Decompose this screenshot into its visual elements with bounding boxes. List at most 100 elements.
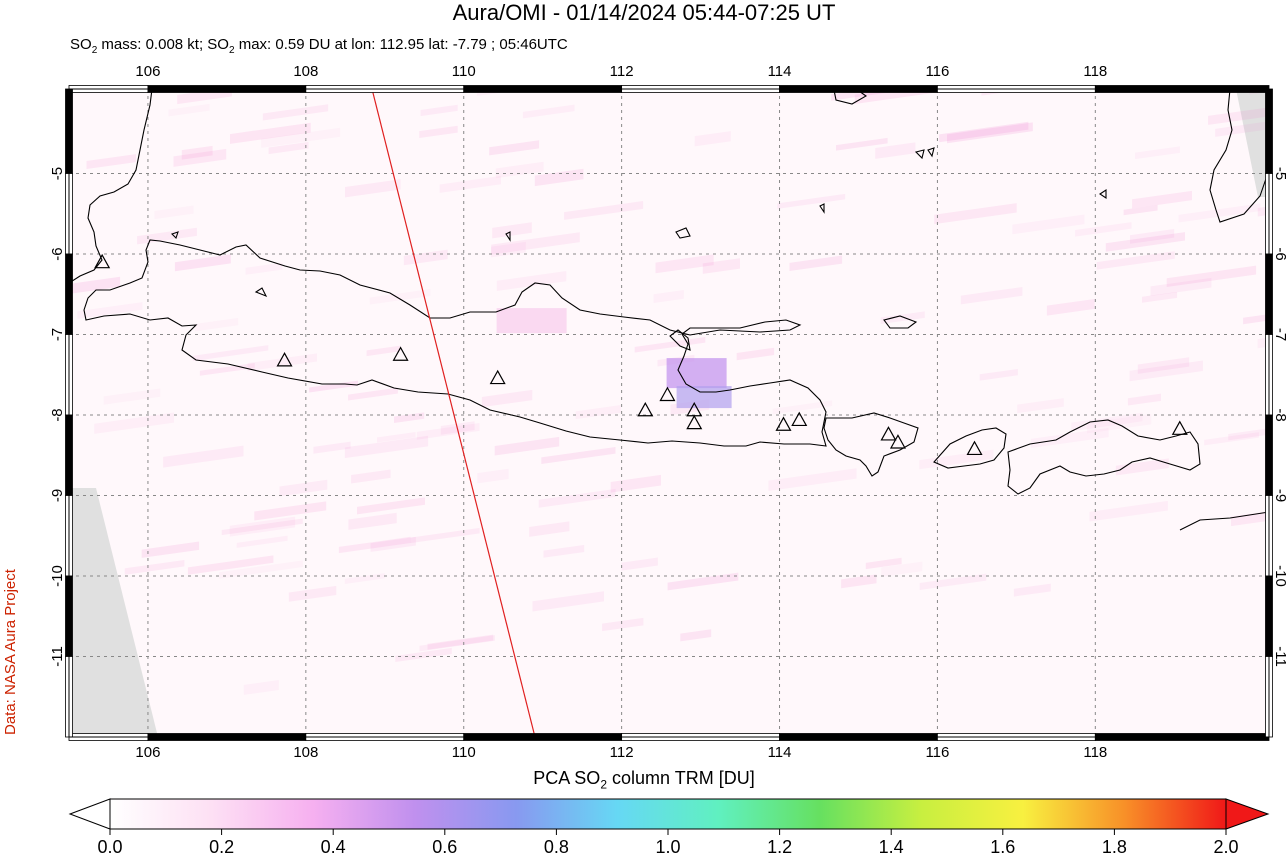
volcano-triangle (1171, 420, 1188, 435)
so2-pixel (86, 154, 136, 170)
so2-pixel (662, 23, 709, 37)
colorbar-title: PCA SO2 column TRM [DU] (0, 768, 1288, 792)
so2-pixel (898, 28, 972, 46)
axis-tick-labels: 106 106 108 108 110 110 112 112 114 114 116 116 118 1… (49, 63, 1288, 760)
so2-pixel (1013, 583, 1051, 597)
lat-tick-label-left: -11 (49, 646, 66, 667)
so2-pixel (174, 254, 231, 272)
so2-pixel (496, 308, 567, 334)
so2-pixel (686, 8, 739, 22)
so2-pixel (777, 193, 846, 209)
so2-pixel (875, 142, 916, 159)
so2-pixel (790, 0, 857, 2)
colorbar-tick-label: 1.8 (1102, 837, 1127, 855)
lat-tick-label-right: -10 (1272, 565, 1288, 587)
colorbar-title-suffix: column TRM [DU] (607, 768, 755, 788)
so2-pixel (1129, 360, 1203, 382)
coast-islet-3 (1099, 188, 1107, 200)
colorbar-tick-label: 0.0 (97, 837, 122, 855)
no-data-region-northeast (1236, 89, 1269, 197)
volcano-triangle (775, 416, 792, 431)
so2-pixel (680, 629, 712, 642)
so2-pixel (419, 635, 495, 652)
so2-pixel (494, 436, 560, 456)
so2-pixel (348, 387, 398, 401)
lon-tick-label-bottom: 112 (610, 744, 634, 760)
volcano-triangle (392, 346, 409, 361)
so2-pixel (575, 405, 621, 420)
so2-pixel (881, 561, 923, 577)
colorbar-tick-label: 2.0 (1213, 837, 1238, 855)
so2-pixel (410, 23, 467, 40)
volcano-triangle (791, 411, 808, 427)
so2-pixel (694, 131, 731, 147)
coastlines (69, 89, 1269, 531)
so2-pixel (979, 368, 1018, 381)
so2-pixel (634, 336, 706, 353)
so2-pixel (947, 122, 1033, 144)
so2-pixel (351, 469, 391, 484)
so2-pixel (181, 145, 213, 160)
so2-pixel (247, 353, 318, 372)
so2-pixel (218, 57, 296, 73)
coast-madura (669, 329, 691, 351)
so2-pixel (1166, 265, 1257, 288)
so2-pixel (357, 497, 425, 515)
so2-pixel (610, 474, 662, 493)
so2-pixel (1231, 505, 1269, 527)
so2-summary-suffix: max: 0.59 DU at lon: 112.95 lat: -7.79 ;… (234, 36, 568, 53)
so2-pixel (254, 501, 327, 521)
colorbar-tick-label: 0.4 (321, 837, 346, 855)
so2-pixel (1208, 104, 1269, 125)
so2-pixel (496, 271, 567, 291)
colorbar-tick-label: 1.2 (767, 837, 792, 855)
so2-pixel (663, 6, 727, 24)
so2-pixel (529, 521, 570, 537)
so2-pixel (1105, 232, 1186, 252)
so2-pixel (1030, 427, 1109, 449)
coast-islet-6 (170, 231, 179, 240)
so2-pixel (477, 468, 509, 484)
so2-pixel (1174, 27, 1215, 41)
volcano-triangle (889, 434, 906, 449)
so2-map: 106 106 108 108 110 110 112 112 114 114 116 116 118 1… (49, 0, 1288, 760)
colorbar-tick-label: 1.4 (879, 837, 904, 855)
volcano-triangle (276, 352, 293, 367)
coast-sumbawa (1007, 419, 1201, 495)
so2-pixel (420, 104, 458, 117)
so2-pixel (1089, 500, 1168, 522)
so2-pixel (525, 65, 586, 80)
lon-tick-label-bottom: 108 (293, 744, 318, 760)
coast-islet-2 (927, 147, 935, 158)
lat-tick-label-left: -8 (49, 408, 66, 421)
coast-islet-1 (914, 149, 925, 160)
graticule (69, 89, 1269, 737)
so2-pixel (1150, 277, 1212, 297)
volcano-triangle (966, 440, 983, 456)
so2-pixel (841, 574, 877, 589)
so2-pixel (489, 140, 540, 156)
lon-tick-label-top: 114 (768, 63, 792, 80)
so2-pixel (1017, 398, 1064, 414)
so2-pixel (439, 175, 502, 193)
so2-pixel (655, 254, 714, 274)
lon-tick-label-top: 116 (925, 63, 949, 80)
so2-pixel (961, 33, 1007, 49)
so2-pixel (221, 518, 303, 536)
so2-pixel (1135, 146, 1180, 160)
so2-pixel (939, 121, 1029, 143)
so2-pixel (230, 122, 311, 144)
lat-tick-label-left: -10 (49, 565, 66, 587)
lon-tick-label-bottom: 116 (925, 744, 949, 760)
coast-sumba (1179, 511, 1269, 531)
so2-pixel (621, 557, 658, 571)
so2-pixel (1142, 291, 1178, 303)
coast-karimunjawa (254, 287, 268, 298)
lon-tick-label-bottom: 110 (452, 744, 476, 760)
so2-pixel (94, 412, 174, 434)
lat-tick-label-left: -6 (49, 247, 66, 260)
coast-lombok (933, 427, 1007, 469)
so2-pixel (772, 400, 833, 415)
so2-pixel (492, 222, 532, 239)
so2-pixel (1071, 412, 1143, 432)
